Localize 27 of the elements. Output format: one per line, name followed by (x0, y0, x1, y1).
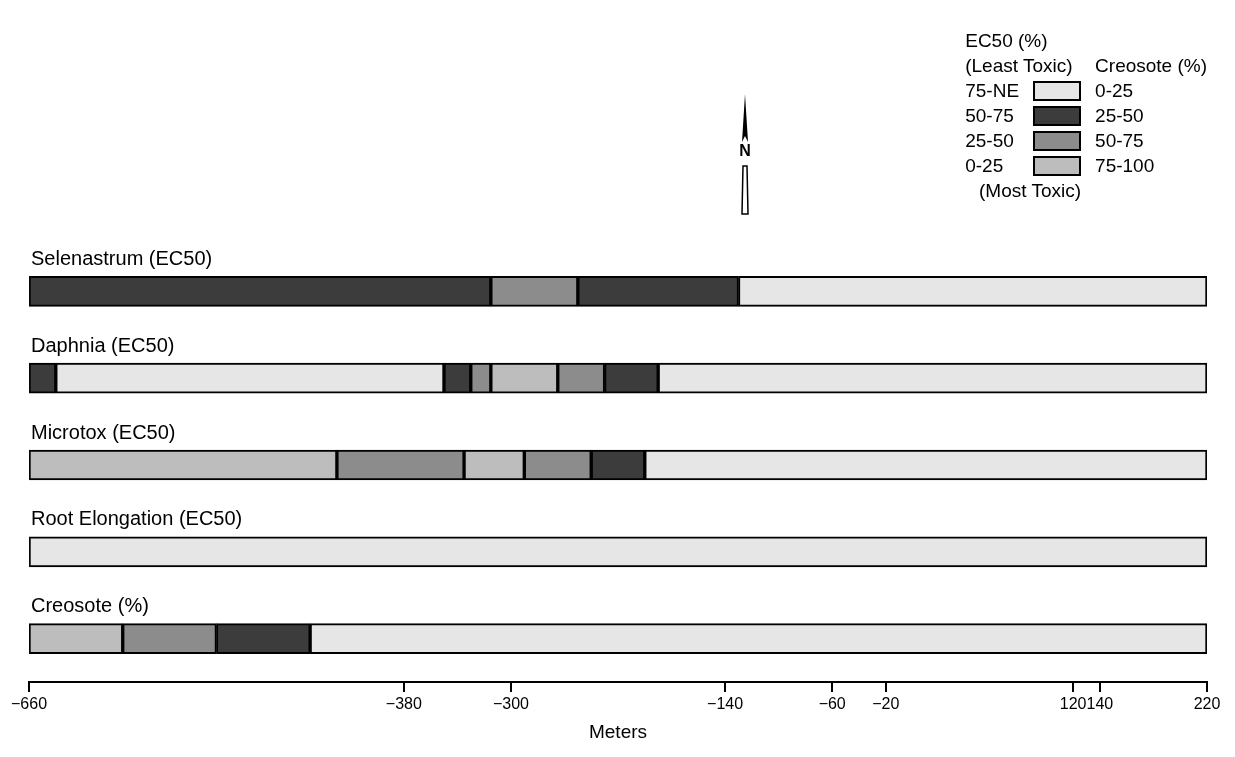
x-tick-label: −60 (818, 695, 846, 713)
x-tick-label: −380 (385, 695, 422, 713)
text: 50-75 (1095, 130, 1145, 152)
x-tick-label: −300 (492, 695, 530, 713)
x-tick-label: −660 (11, 695, 48, 713)
text: 0-25 (1095, 80, 1135, 102)
legend-label: 50-75 (965, 105, 1015, 127)
y-tick-label: Selenastrum (EC50) (31, 246, 213, 269)
y-tick-label: Microtox (EC50) (31, 420, 176, 443)
x-tick-label: −140 (707, 695, 744, 713)
y-tick-label: Daphnia (EC50) (31, 333, 175, 356)
legend-label: 75-NE (965, 80, 1020, 102)
legend-title: EC50 (%) (965, 30, 1049, 52)
x-axis-title: Meters (588, 720, 648, 742)
text: 25-50 (1095, 105, 1145, 127)
legend-label: 0-25 (965, 155, 1005, 177)
x-tick-label: 220 (1193, 695, 1221, 713)
text: 75-100 (1095, 155, 1156, 177)
y-tick-label: Creosote (%) (31, 594, 149, 617)
x-tick-label: 140 (1086, 695, 1114, 713)
text: (Most Toxic) (978, 180, 1082, 202)
text: (Least Toxic) (965, 55, 1074, 77)
x-tick-label: 120 (1059, 695, 1087, 713)
x-tick-label: −20 (872, 695, 900, 713)
text: Creosote (%) (1095, 55, 1207, 77)
y-tick-label: Root Elongation (EC50) (31, 507, 243, 530)
legend-label: 25-50 (965, 130, 1015, 152)
